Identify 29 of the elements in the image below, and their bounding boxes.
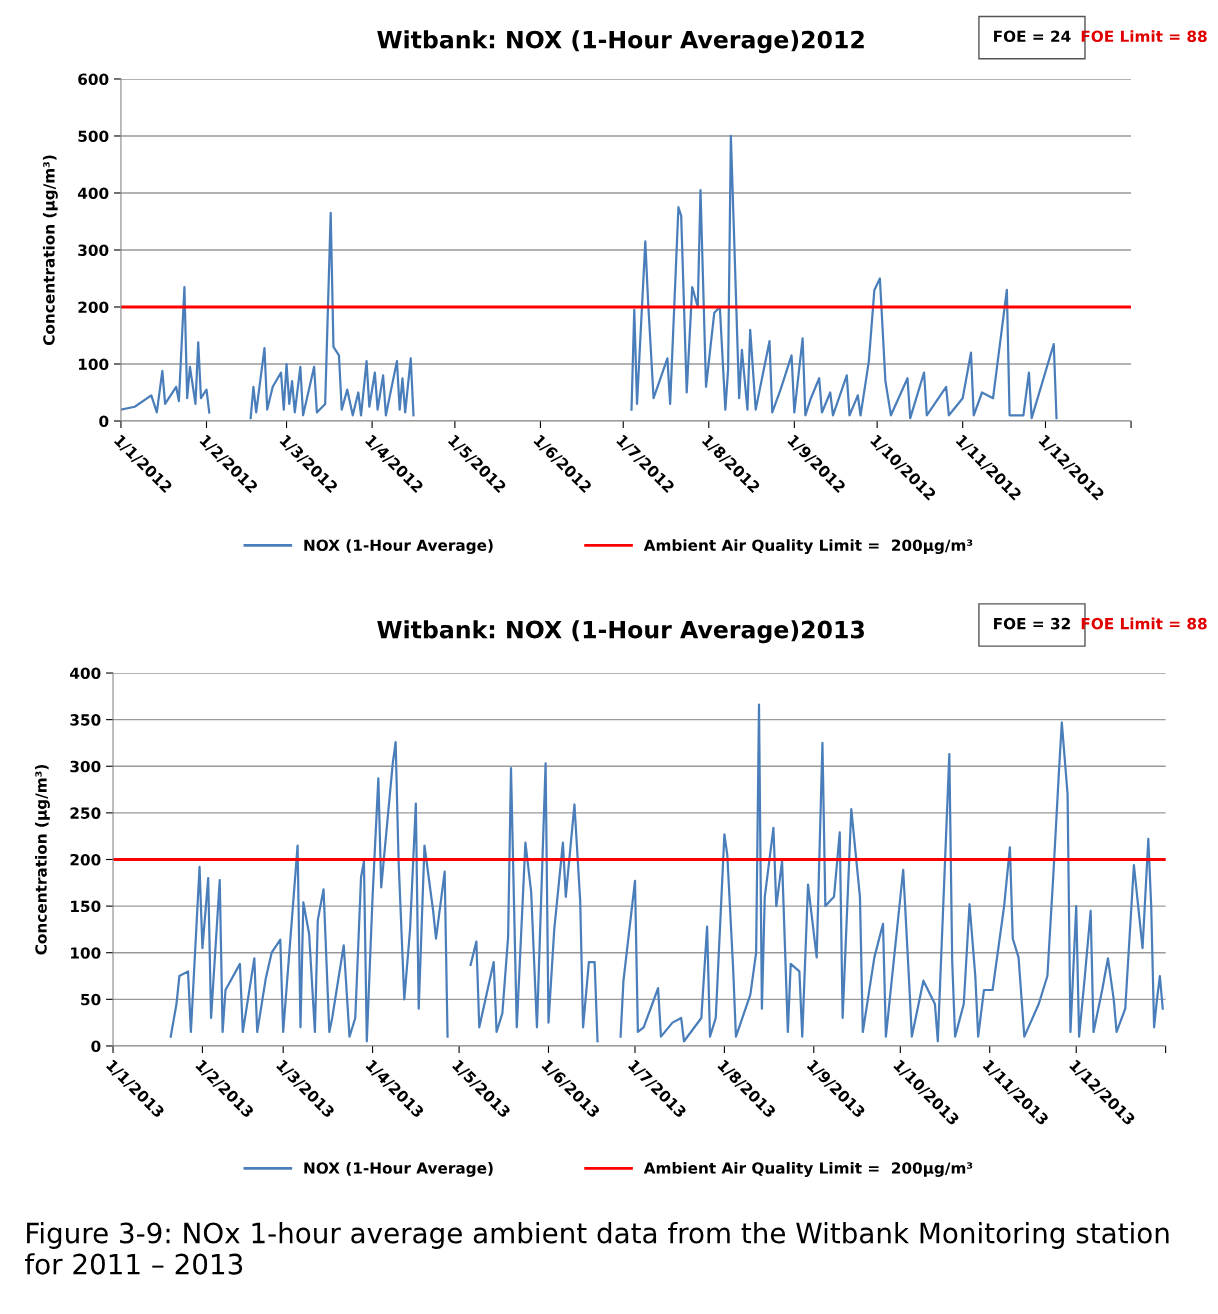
chart-title: Witbank: NOX (1-Hour Average)2012 [377,30,864,54]
y-tick-label: 150 [71,900,101,913]
y-tick-label: 50 [81,993,101,1006]
caption: Figure 3-9: NOx 1-hour average ambient data from the Witbank Monitoring station for 2011 – 2013 [25,1222,1169,1275]
chart-title: Witbank: NOX (1-Hour Average)2013 [377,620,864,644]
y-tick-label: 0 [99,415,109,428]
y-axis-title: Concentration (µg/m³) [42,155,58,346]
text: FOE = 32 [994,617,1070,630]
legend-label: NOX (1-Hour Average) [304,539,493,555]
y-axis-title: Concentration (µg/m³) [34,765,50,955]
text: FOE = 24 [994,30,1071,43]
text: FOE Limit = 88 [1081,617,1207,630]
y-tick-label: 350 [70,714,101,726]
y-tick-label: 250 [70,807,101,819]
text: FOE Limit = 88 [1081,30,1207,43]
legend-label: NOX (1-Hour Average) [304,1162,493,1177]
y-tick-label: 300 [78,244,109,257]
legend-label: Ambient Air Quality Limit = 200µg/m³ [643,539,973,555]
y-tick-label: 100 [71,947,101,959]
y-tick-label: 400 [77,187,109,199]
y-tick-label: 600 [78,73,109,85]
y-tick-label: 300 [70,760,101,773]
y-tick-label: 200 [70,853,101,866]
legend-label: Ambient Air Quality Limit = 200µg/m³ [643,1162,973,1177]
y-tick-label: 0 [91,1040,101,1052]
y-tick-label: 500 [78,130,109,142]
y-tick-label: 400 [70,667,101,680]
y-tick-label: 200 [78,301,109,314]
y-tick-label: 100 [78,358,109,371]
